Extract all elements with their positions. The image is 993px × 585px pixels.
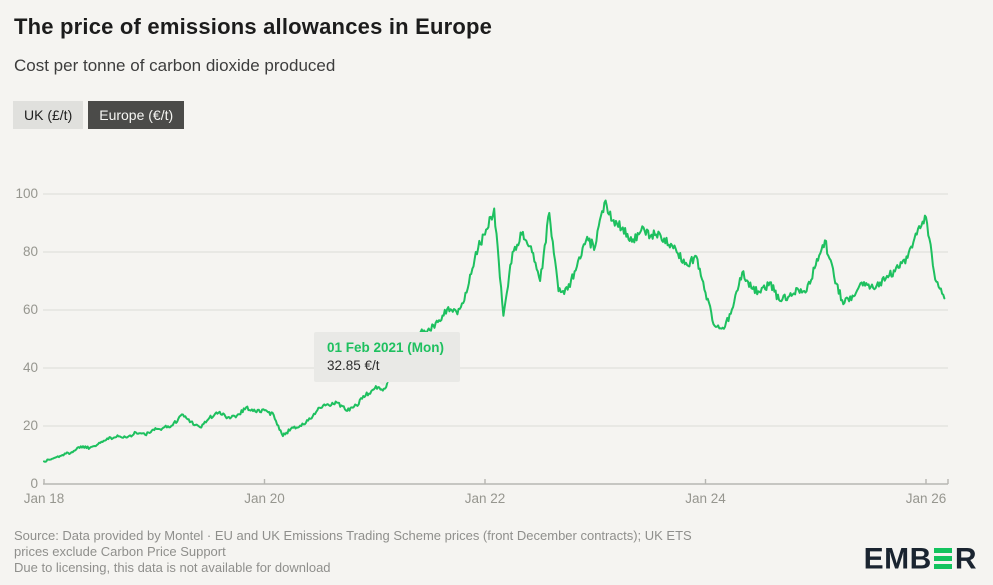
ember-logo-text-right: R	[954, 542, 977, 575]
y-axis-label: 80	[22, 244, 38, 259]
y-axis-label: 60	[22, 302, 38, 317]
x-axis-label: Jan 26	[905, 491, 947, 506]
chart-tooltip: 01 Feb 2021 (Mon) 32.85 €/t	[314, 332, 460, 382]
y-axis-label: 20	[22, 418, 38, 433]
ember-logo: EMB R	[864, 544, 977, 574]
x-axis-label: Jan 20	[244, 491, 285, 506]
license-note: Due to licensing, this data is not avail…	[14, 560, 331, 575]
tooltip-caret-icon	[374, 378, 392, 386]
tooltip-value: 32.85 €/t	[327, 358, 380, 373]
europe-price-line	[43, 199, 946, 463]
x-axis-label: Jan 18	[23, 491, 65, 506]
x-axis-label: Jan 24	[685, 491, 726, 506]
x-axis-label: Jan 22	[464, 491, 506, 506]
ember-logo-green-e-icon	[934, 547, 953, 569]
tooltip-date: 01 Feb 2021 (Mon)	[327, 340, 445, 355]
toggle-europe-series[interactable]: Europe (€/t)	[88, 101, 185, 129]
toggle-uk-series[interactable]: UK (£/t)	[13, 101, 84, 129]
page-subtitle: Cost per tonne of carbon dioxide produce…	[14, 56, 336, 75]
page-title: The price of emissions allowances in Eur…	[14, 14, 493, 39]
ember-logo-text-left: EMB	[863, 542, 932, 575]
price-line-chart[interactable]: 0 20 40 60 80 100 Jan 18 Jan 20 Jan 22 Jan 24 Jan …	[0, 160, 993, 520]
y-axis-label: 100	[15, 186, 38, 201]
y-axis-label: 40	[22, 360, 38, 375]
plot-canvas	[43, 193, 949, 485]
source-note-line1: Source: Data provided by Montel · EU and…	[14, 528, 692, 543]
series-toggle-group: UK (£/t) Europe (€/t)	[13, 101, 185, 129]
y-axis-label: 0	[30, 476, 38, 491]
source-note-line2: prices exclude Carbon Price Support	[14, 544, 226, 559]
